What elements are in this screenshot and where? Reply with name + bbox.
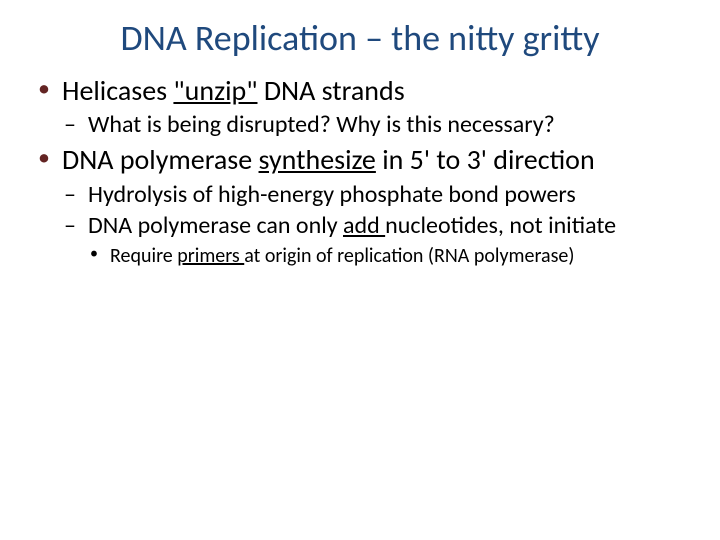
slide: DNA Replication – the nitty gritty Helic… — [0, 0, 720, 540]
slide-title: DNA Replication – the nitty gritty — [34, 16, 686, 60]
bullet-item: DNA polymerase synthesize in 5' to 3' di… — [34, 143, 686, 269]
bullet-text: What is being disrupted? Why is this nec… — [88, 110, 555, 139]
bullet-text: at origin of replication (RNA polymerase… — [244, 244, 574, 268]
bullet-text: Helicases — [62, 73, 173, 108]
bullet-list-level-2: Hydrolysis of high-energy phosphate bond… — [62, 180, 686, 270]
underlined-text: primers — [177, 244, 244, 268]
bullet-text: DNA polymerase can only — [88, 211, 343, 240]
bullet-text: DNA strands — [258, 73, 405, 108]
bullet-list-level-3: Require primers at origin of replication… — [88, 244, 686, 269]
bullet-text: in 5' to 3' direction — [376, 142, 595, 177]
bullet-list-level-1: Helicases "unzip" DNA strands What is be… — [34, 74, 686, 269]
bullet-item: Hydrolysis of high-energy phosphate bond… — [62, 180, 686, 209]
bullet-text: Hydrolysis of high-energy phosphate bond… — [88, 180, 576, 209]
bullet-item: What is being disrupted? Why is this nec… — [62, 110, 686, 139]
bullet-text: nucleotides, not initiate — [385, 211, 616, 240]
underlined-text: add — [343, 211, 385, 240]
bullet-list-level-2: What is being disrupted? Why is this nec… — [62, 110, 686, 139]
bullet-item: Require primers at origin of replication… — [88, 244, 686, 269]
bullet-item: Helicases "unzip" DNA strands What is be… — [34, 74, 686, 139]
underlined-text: "unzip" — [173, 73, 257, 108]
bullet-text: Require — [110, 244, 177, 268]
bullet-text: DNA polymerase — [62, 142, 259, 177]
underlined-text: synthesize — [259, 142, 376, 177]
bullet-item: DNA polymerase can only add nucleotides,… — [62, 211, 686, 269]
